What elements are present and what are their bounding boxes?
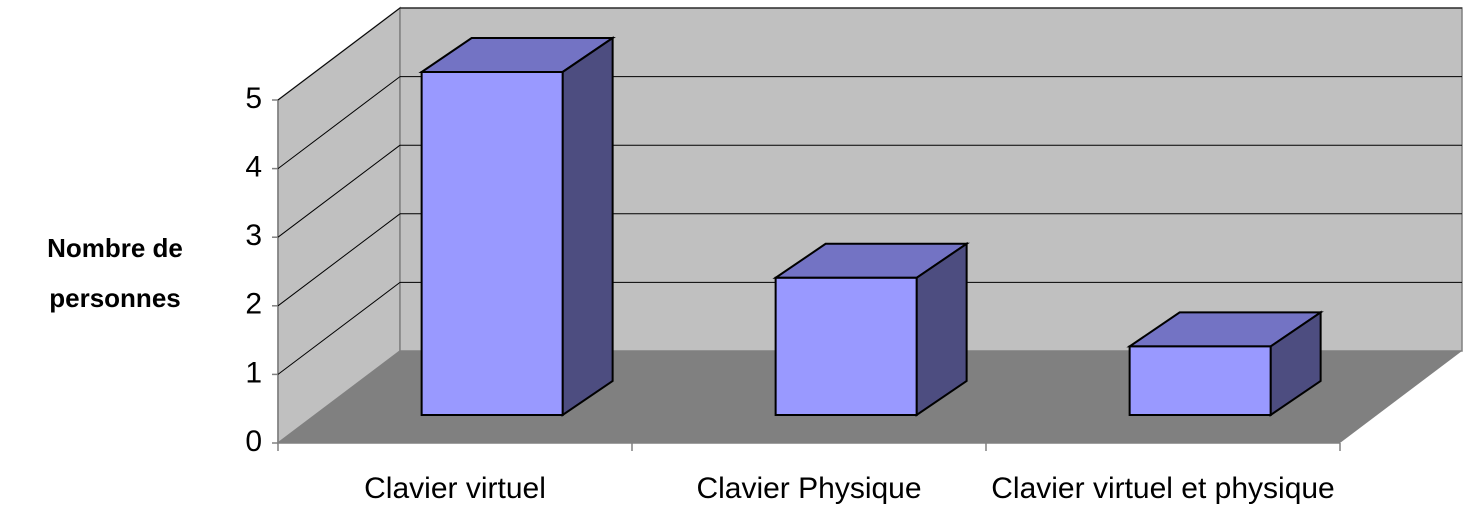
grid-line: [277, 213, 401, 307]
x-tick-label: Clavier virtuel: [364, 472, 546, 505]
grid-line: [277, 144, 401, 238]
y-axis-label: Nombre de: [47, 233, 183, 263]
grid-line: [277, 76, 401, 169]
grid-line: [277, 282, 401, 375]
y-tick-label: 1: [245, 356, 262, 389]
bar: [420, 71, 564, 416]
y-tick-label: 4: [245, 151, 262, 184]
bar: [774, 276, 918, 416]
y-tick-label: 5: [245, 82, 262, 115]
y-tick-label: 3: [245, 219, 262, 252]
bar-side: [561, 36, 614, 417]
x-tick-label: Clavier Physique: [696, 472, 921, 505]
x-tick-label: Clavier virtuel et physique: [991, 472, 1335, 505]
bar: [1128, 345, 1272, 416]
y-axis-label: personnes: [49, 283, 181, 313]
y-tick-label: 0: [245, 425, 262, 458]
y-tick-label: 2: [245, 288, 262, 321]
grid-line: [277, 7, 401, 101]
